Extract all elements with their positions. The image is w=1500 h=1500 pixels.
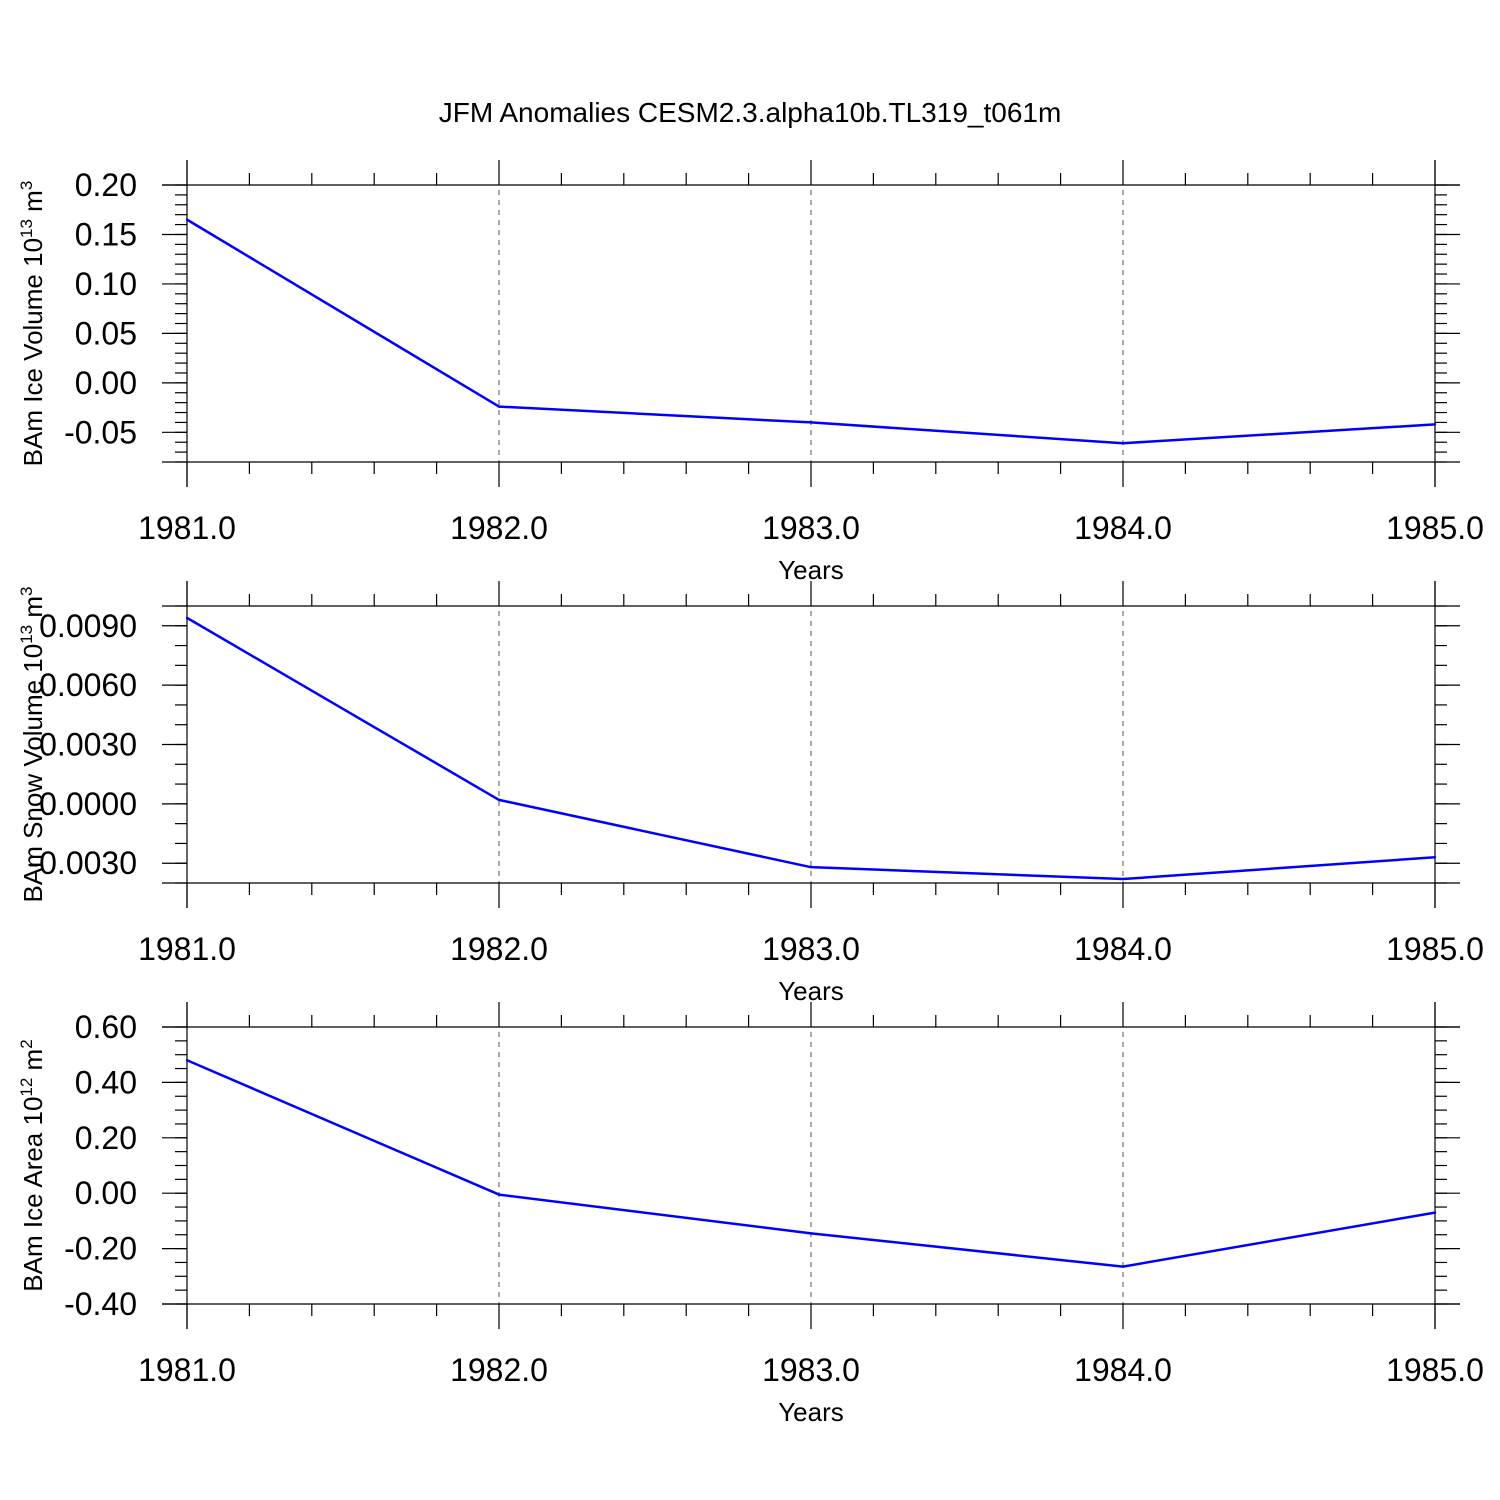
y-axis-title-unit-exponent: 2 — [17, 1039, 36, 1048]
data-point — [1433, 423, 1437, 426]
y-axis-title: BAm Ice Volume 1013 m3 — [17, 181, 48, 467]
x-tick-label: 1981.0 — [138, 931, 236, 967]
y-tick-label: -0.0030 — [28, 845, 137, 881]
y-axis-title-exponent: 12 — [17, 1078, 36, 1097]
y-tick-label: -0.40 — [64, 1286, 137, 1322]
panels: 0.20 0.15 0.10 0.05 0.00 -0.05 1981.0 1982.0 198… — [17, 160, 1484, 1427]
x-tick-label: 1984.0 — [1074, 1352, 1172, 1388]
y-tick-label: 0.00 — [75, 1175, 137, 1211]
figure-title: JFM Anomalies CESM2.3.alpha10b.TL319_t06… — [439, 97, 1062, 128]
x-tick-label: 1982.0 — [450, 931, 548, 967]
x-tick-label: 1983.0 — [762, 931, 860, 967]
y-tick-label: 0.20 — [75, 167, 137, 203]
y-tick-label: 0.0060 — [39, 667, 137, 703]
series-line — [186, 616, 1436, 881]
y-tick-label: 0.0090 — [39, 608, 137, 644]
y-axis-title-exponent: 13 — [17, 219, 36, 238]
data-point — [1121, 877, 1125, 881]
panel-2: 0.0090 0.0060 0.0030 0.0000 -0.0030 1981.0 198… — [17, 581, 1484, 1006]
y-tick-label: 0.40 — [75, 1064, 137, 1100]
data-point — [1121, 442, 1125, 445]
y-tick-label: 0.0030 — [39, 727, 137, 763]
y-axis-title-text: BAm Snow Volume 10 — [18, 644, 48, 903]
x-tick-label: 1985.0 — [1386, 1352, 1484, 1388]
x-axis-title: Years — [778, 976, 844, 1006]
y-axis-title-unit-exponent: 3 — [17, 181, 36, 190]
data-point — [809, 421, 813, 424]
data-point — [1433, 856, 1437, 859]
y-tick-label: -0.05 — [64, 414, 137, 450]
y-tick-label: 0.20 — [75, 1120, 137, 1156]
y-tick-label: 0.00 — [75, 365, 137, 401]
x-tick-label: 1981.0 — [138, 510, 236, 546]
data-point — [497, 1193, 501, 1196]
y-axis-title: BAm Snow Volume 1013 m3 — [17, 587, 48, 903]
data-point — [497, 405, 501, 408]
data-point — [185, 218, 189, 221]
data-point — [809, 865, 813, 869]
x-axis-title: Years — [778, 1397, 844, 1427]
y-tick-label: 0.60 — [75, 1009, 137, 1045]
data-point — [1121, 1265, 1125, 1268]
data-point — [809, 1232, 813, 1235]
y-tick-label: 0.05 — [75, 315, 137, 351]
y-axis-title-unit: m — [18, 1049, 48, 1078]
y-tick-label: -0.20 — [64, 1231, 137, 1267]
x-tick-label: 1984.0 — [1074, 510, 1172, 546]
x-axis-title: Years — [778, 555, 844, 585]
y-axis-title-text: BAm Ice Area 10 — [18, 1097, 48, 1292]
x-tick-label: 1983.0 — [762, 1352, 860, 1388]
data-point — [1433, 1211, 1437, 1214]
data-point — [185, 1059, 189, 1062]
data-point — [497, 798, 501, 802]
panel-1: 0.20 0.15 0.10 0.05 0.00 -0.05 1981.0 1982.0 198… — [17, 160, 1484, 585]
x-tick-label: 1983.0 — [762, 510, 860, 546]
y-axis-title-unit-exponent: 3 — [17, 587, 36, 596]
x-tick-label: 1981.0 — [138, 1352, 236, 1388]
x-tick-label: 1985.0 — [1386, 510, 1484, 546]
y-axis-title-unit: m — [18, 596, 48, 625]
y-axis-title-exponent: 13 — [17, 625, 36, 644]
y-axis-title-unit: m — [18, 190, 48, 219]
data-point — [185, 616, 189, 620]
y-axis-title-text: BAm Ice Volume 10 — [18, 238, 48, 466]
x-tick-label: 1985.0 — [1386, 931, 1484, 967]
y-tick-label: 0.10 — [75, 266, 137, 302]
x-tick-label: 1984.0 — [1074, 931, 1172, 967]
y-axis-title: BAm Ice Area 1012 m2 — [17, 1039, 48, 1291]
x-tick-label: 1982.0 — [450, 510, 548, 546]
y-tick-label: 0.15 — [75, 216, 137, 252]
x-tick-label: 1982.0 — [450, 1352, 548, 1388]
y-tick-label: 0.0000 — [39, 786, 137, 822]
